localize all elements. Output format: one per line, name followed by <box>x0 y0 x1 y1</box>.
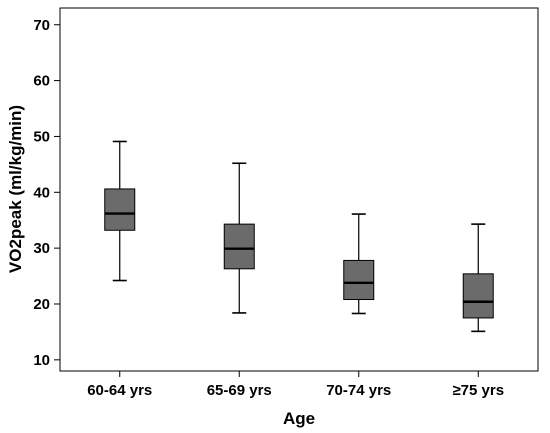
x-tick-label: 60-64 yrs <box>87 382 152 399</box>
y-tick-label: 60 <box>33 73 50 90</box>
y-tick-label: 30 <box>33 240 50 257</box>
y-axis: 10 20 30 40 50 60 70 <box>33 17 60 369</box>
x-tick-label: ≥75 yrs <box>452 382 504 399</box>
y-tick-label: 50 <box>33 128 50 145</box>
iqr-box <box>104 188 136 231</box>
box-1 <box>104 140 136 282</box>
iqr-box <box>343 259 375 301</box>
box-3 <box>343 213 375 315</box>
y-axis-title: VO2peak (ml/kg/min) <box>6 105 25 273</box>
box-2 <box>223 162 255 314</box>
x-axis-title: Age <box>283 409 315 428</box>
x-tick-label: 70-74 yrs <box>326 382 391 399</box>
y-tick-label: 70 <box>33 17 50 34</box>
y-tick-label: 20 <box>33 296 50 313</box>
iqr-box <box>462 273 494 319</box>
x-tick-label: 65-69 yrs <box>207 382 272 399</box>
iqr-box <box>223 223 255 270</box>
y-tick-label: 40 <box>33 184 50 201</box>
plot-frame <box>59 7 539 372</box>
box-4 <box>462 223 494 333</box>
box-series <box>104 140 494 333</box>
x-axis: 60-64 yrs 65-69 yrs 70-74 yrs ≥75 yrs <box>87 371 504 399</box>
y-tick-label: 10 <box>33 352 50 369</box>
